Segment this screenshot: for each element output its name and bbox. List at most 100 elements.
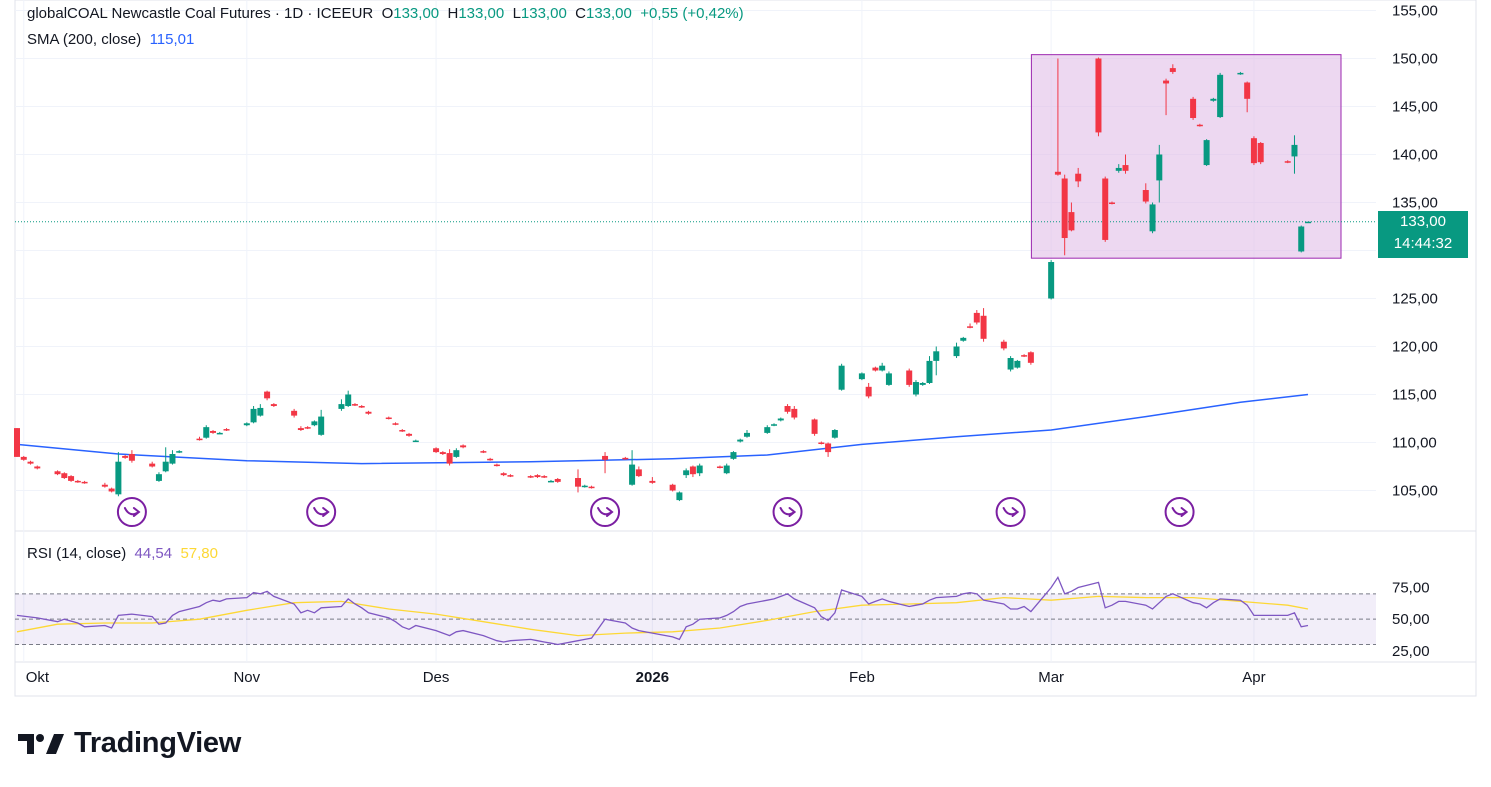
candle-body xyxy=(291,410,298,416)
candle-body xyxy=(858,373,865,380)
rsi-legend[interactable]: RSI (14, close) 44,54 57,80 xyxy=(27,545,218,562)
candle-body xyxy=(737,439,744,442)
candle-body xyxy=(912,382,919,395)
tradingview-logo-icon xyxy=(18,733,64,754)
time-tick-label: Des xyxy=(423,669,450,686)
candle-body xyxy=(676,492,683,501)
event-marker-ring xyxy=(1164,497,1195,527)
price-tick-label: 135,00 xyxy=(1392,195,1438,212)
candle-body xyxy=(629,464,636,485)
candle-body xyxy=(149,463,156,467)
event-marker-arrow xyxy=(123,507,141,517)
candle-body xyxy=(1122,165,1129,171)
time-tick-label: Okt xyxy=(26,669,50,686)
candle-body xyxy=(588,486,595,489)
last-price: 133,00 xyxy=(1400,213,1446,230)
candle-body xyxy=(68,476,75,481)
candle-body xyxy=(622,457,629,460)
candle-body xyxy=(311,421,318,426)
candle-body xyxy=(811,419,818,434)
candle-body xyxy=(1108,202,1115,204)
sma-legend[interactable]: SMA (200, close) 115,01 xyxy=(27,31,194,48)
rsi-tick-label: 25,00 xyxy=(1392,643,1430,660)
candle-body xyxy=(1075,173,1082,182)
rsi-tick-label: 50,00 xyxy=(1392,611,1430,628)
candle-body xyxy=(1190,98,1197,119)
change-value: +0,55 (+0,42%) xyxy=(640,5,744,22)
candle-body xyxy=(61,473,68,479)
candle-body xyxy=(649,480,656,483)
event-marker-icon xyxy=(1164,497,1195,527)
candle-body xyxy=(1169,68,1176,72)
candle-body xyxy=(1298,226,1305,252)
event-marker-ring xyxy=(590,497,621,527)
sma-line xyxy=(16,393,1309,465)
candle-body xyxy=(216,432,223,435)
candle-body xyxy=(825,443,832,453)
candles-layer xyxy=(14,57,1311,502)
candle-body xyxy=(1305,221,1311,224)
candle-body xyxy=(108,488,115,492)
rsi-pane xyxy=(15,576,1376,646)
event-marker-icon xyxy=(590,497,621,527)
candle-body xyxy=(777,418,784,421)
candle-body xyxy=(351,404,358,406)
candle-body xyxy=(879,365,886,371)
candle-body xyxy=(81,481,88,484)
price-tick-label: 155,00 xyxy=(1392,3,1438,20)
candle-body xyxy=(54,471,61,475)
candle-body xyxy=(169,454,176,464)
price-tick-label: 115,00 xyxy=(1392,387,1437,404)
candle-body xyxy=(716,466,723,468)
close-label: C xyxy=(575,5,586,22)
event-marker-arrow xyxy=(597,507,614,517)
candle-body xyxy=(771,424,778,426)
price-legend: globalCOAL Newcastle Coal Futures · 1D ·… xyxy=(27,5,744,22)
candle-body xyxy=(1284,161,1291,163)
candle-body xyxy=(926,360,933,383)
candle-body xyxy=(1000,341,1007,349)
candle-body xyxy=(338,404,345,409)
rsi-ma-line xyxy=(16,595,1309,637)
candle-body xyxy=(980,315,987,339)
candle-body xyxy=(223,429,230,431)
candle-body xyxy=(480,451,487,453)
candle-body xyxy=(730,452,737,459)
rsi-tick-label: 75,00 xyxy=(1392,579,1430,596)
candle-body xyxy=(554,478,561,482)
event-marker-arrow xyxy=(1002,507,1020,517)
candle-body xyxy=(602,455,609,460)
time-tick-label: Apr xyxy=(1242,669,1265,686)
event-marker-ring xyxy=(995,497,1026,527)
candle-body xyxy=(818,442,825,444)
candle-body xyxy=(439,452,446,455)
candle-body xyxy=(365,411,372,414)
candle-body xyxy=(784,406,791,412)
event-marker-arrow xyxy=(313,507,330,517)
candle-body xyxy=(1007,358,1014,370)
candle-body xyxy=(547,480,554,483)
candle-body xyxy=(74,480,81,483)
candle-body xyxy=(1244,82,1251,99)
event-marker-ring xyxy=(306,497,337,527)
candle-body xyxy=(433,448,440,453)
candle-body xyxy=(1061,178,1068,239)
candle-body xyxy=(210,430,217,433)
candle-body xyxy=(460,445,467,448)
symbol-title[interactable]: globalCOAL Newcastle Coal Futures · 1D ·… xyxy=(27,5,374,22)
candle-body xyxy=(831,430,838,438)
candle-body xyxy=(635,469,642,477)
open-value: 133,00 xyxy=(393,5,440,22)
candle-body xyxy=(20,456,27,460)
time-tick-label: 2026 xyxy=(636,669,669,686)
tradingview-logo[interactable]: TradingView xyxy=(18,727,241,760)
highlight-box-layer xyxy=(15,54,1376,259)
candle-body xyxy=(155,474,162,481)
candle-body xyxy=(27,461,34,464)
candle-body xyxy=(669,484,676,491)
candle-body xyxy=(115,461,122,495)
candle-body xyxy=(764,427,771,433)
candle-body xyxy=(1054,171,1061,175)
candle-body xyxy=(960,337,967,341)
